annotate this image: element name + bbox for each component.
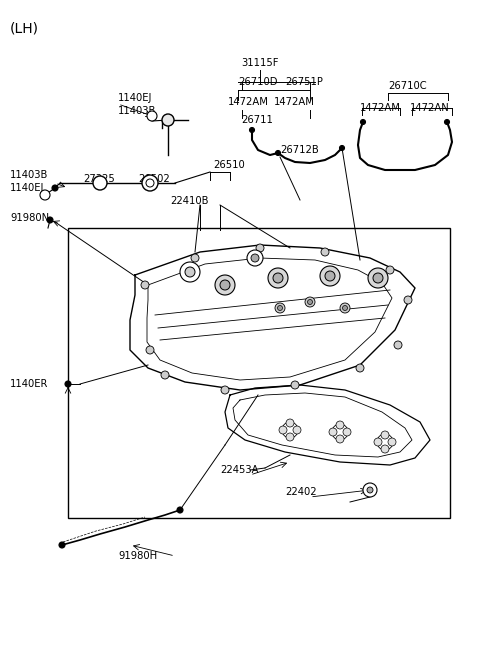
Text: 11403B: 11403B	[118, 106, 156, 116]
Circle shape	[381, 445, 389, 453]
Text: 26502: 26502	[138, 174, 170, 184]
Circle shape	[332, 424, 348, 440]
Text: 1472AN: 1472AN	[410, 103, 450, 113]
Text: 26711: 26711	[241, 115, 273, 125]
Circle shape	[291, 381, 299, 389]
Circle shape	[93, 176, 107, 190]
Circle shape	[277, 305, 283, 310]
Circle shape	[325, 271, 335, 281]
Circle shape	[177, 507, 183, 513]
Bar	[68, 228, 450, 518]
Text: 1140EJ: 1140EJ	[118, 93, 152, 103]
Circle shape	[329, 428, 337, 436]
Circle shape	[404, 296, 412, 304]
Circle shape	[356, 364, 364, 372]
Circle shape	[161, 371, 169, 379]
Circle shape	[142, 175, 158, 191]
Circle shape	[47, 217, 53, 223]
Circle shape	[321, 248, 329, 256]
Circle shape	[279, 426, 287, 434]
Circle shape	[377, 434, 393, 450]
Circle shape	[367, 487, 373, 493]
Circle shape	[282, 422, 298, 438]
Circle shape	[180, 262, 200, 282]
Circle shape	[381, 431, 389, 439]
Circle shape	[286, 433, 294, 441]
Circle shape	[340, 303, 350, 313]
Text: 91980H: 91980H	[118, 551, 157, 561]
Circle shape	[191, 254, 199, 262]
Circle shape	[368, 268, 388, 288]
Circle shape	[286, 419, 294, 427]
Text: 22453A: 22453A	[220, 465, 259, 475]
Circle shape	[293, 426, 301, 434]
Circle shape	[40, 190, 50, 200]
Text: 26751P: 26751P	[285, 77, 323, 87]
Text: 1472AM: 1472AM	[360, 103, 401, 113]
Circle shape	[343, 428, 351, 436]
Circle shape	[373, 273, 383, 283]
Circle shape	[65, 381, 71, 387]
Text: 91980N: 91980N	[10, 213, 49, 223]
Text: 27325: 27325	[83, 174, 115, 184]
Circle shape	[59, 542, 65, 548]
Text: 26712B: 26712B	[280, 145, 319, 155]
Text: 26710C: 26710C	[388, 81, 427, 91]
Text: 22410B: 22410B	[170, 196, 208, 206]
Text: 1472AM: 1472AM	[228, 97, 269, 107]
Circle shape	[147, 111, 157, 121]
Text: 1140ER: 1140ER	[10, 379, 48, 389]
Circle shape	[320, 266, 340, 286]
Circle shape	[52, 185, 58, 191]
Circle shape	[146, 179, 154, 187]
Text: 1140EJ: 1140EJ	[10, 183, 44, 193]
Circle shape	[305, 297, 315, 307]
Circle shape	[374, 438, 382, 446]
Text: 26510: 26510	[213, 160, 245, 170]
Circle shape	[247, 250, 263, 266]
Circle shape	[141, 281, 149, 289]
Circle shape	[339, 145, 345, 151]
Circle shape	[444, 119, 449, 124]
Circle shape	[268, 268, 288, 288]
Circle shape	[360, 119, 365, 124]
Circle shape	[251, 254, 259, 262]
Text: 26710D: 26710D	[238, 77, 277, 87]
Text: 31115F: 31115F	[241, 58, 279, 68]
Circle shape	[273, 273, 283, 283]
Text: 11403B: 11403B	[10, 170, 48, 180]
Circle shape	[363, 483, 377, 497]
Circle shape	[386, 266, 394, 274]
Circle shape	[275, 303, 285, 313]
Circle shape	[185, 267, 195, 277]
Circle shape	[308, 299, 312, 305]
Circle shape	[343, 305, 348, 310]
Circle shape	[162, 114, 174, 126]
Circle shape	[336, 421, 344, 429]
Circle shape	[336, 435, 344, 443]
Circle shape	[220, 280, 230, 290]
Circle shape	[256, 244, 264, 252]
Text: 1472AM: 1472AM	[274, 97, 315, 107]
Text: 22402: 22402	[285, 487, 317, 497]
Circle shape	[276, 151, 280, 155]
Circle shape	[221, 386, 229, 394]
Circle shape	[146, 346, 154, 354]
Circle shape	[394, 341, 402, 349]
Circle shape	[215, 275, 235, 295]
Text: (LH): (LH)	[10, 22, 39, 36]
Circle shape	[388, 438, 396, 446]
Circle shape	[250, 128, 254, 132]
